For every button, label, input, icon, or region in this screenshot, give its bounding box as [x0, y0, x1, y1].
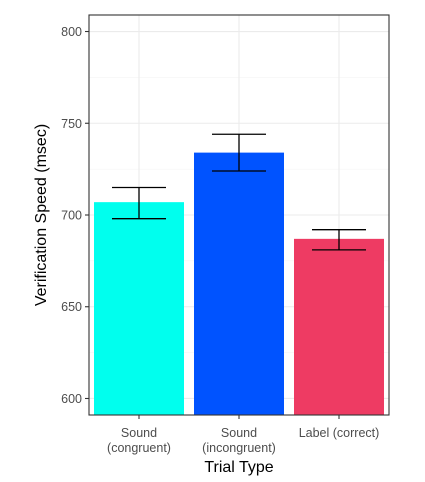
bar [294, 238, 384, 415]
y-tick-label: 700 [61, 209, 82, 223]
x-axis: Sound (congruent)Sound (incongruent)Label … [107, 415, 379, 455]
x-tick-label-line: Sound [121, 426, 157, 440]
x-tick-label: Sound (congruent) [107, 426, 171, 455]
y-tick-label: 800 [61, 25, 82, 39]
bars [94, 152, 384, 415]
x-tick-label: Sound (incongruent) [202, 426, 276, 455]
y-tick-label: 650 [61, 300, 82, 314]
x-tick-label: Label (correct) [299, 426, 380, 440]
bar [194, 152, 284, 415]
y-axis-title: Verification Speed (msec) [33, 124, 50, 306]
error-bar [312, 229, 366, 251]
error-bars [112, 133, 366, 251]
y-tick-label: 600 [61, 392, 82, 406]
x-tick-label-line: Label (correct) [299, 426, 380, 440]
x-tick-label-line: (congruent) [107, 441, 171, 455]
y-axis: 600 650 700 750 800 [61, 25, 89, 406]
error-bar [212, 133, 266, 172]
bar [94, 202, 184, 415]
error-bar [112, 186, 166, 220]
x-tick-label-line: (incongruent) [202, 441, 276, 455]
x-axis-title: Trial Type [204, 459, 273, 476]
y-tick-label: 750 [61, 117, 82, 131]
x-tick-label-line: Sound [221, 426, 257, 440]
